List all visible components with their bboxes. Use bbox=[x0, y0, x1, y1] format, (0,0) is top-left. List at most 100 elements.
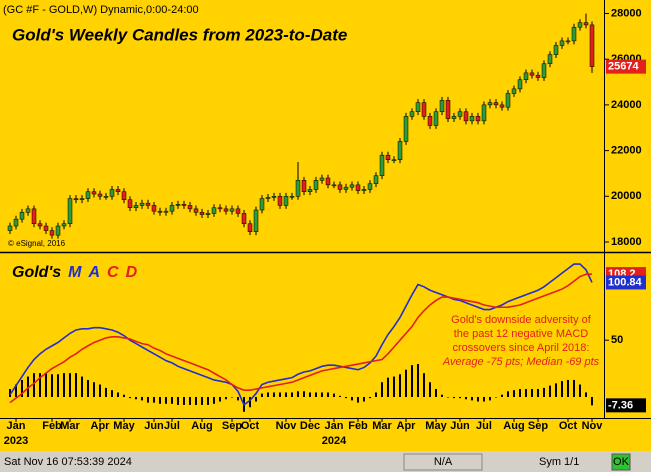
candle-body bbox=[109, 189, 115, 197]
histogram-bar bbox=[327, 392, 329, 397]
x-tick-label: Nov bbox=[276, 420, 298, 432]
candle-body bbox=[529, 72, 535, 76]
histogram-bar bbox=[147, 396, 149, 403]
x-tick-label: Oct bbox=[241, 420, 260, 432]
histogram-bar bbox=[249, 396, 251, 408]
candle-body bbox=[241, 213, 247, 224]
chart-title: Gold's Weekly Candles from 2023-to-Date bbox=[12, 25, 347, 44]
histogram-bar bbox=[525, 389, 527, 397]
histogram-bar bbox=[507, 391, 509, 397]
histogram-bar bbox=[549, 385, 551, 397]
candle-body bbox=[475, 116, 481, 122]
histogram-bar bbox=[267, 392, 269, 397]
x-tick-label: Sep bbox=[222, 420, 242, 432]
histogram-bar bbox=[321, 392, 323, 397]
histogram-bar bbox=[381, 382, 383, 397]
histogram-bar bbox=[135, 396, 137, 400]
candle-body bbox=[445, 100, 451, 119]
histogram-bar bbox=[471, 396, 473, 401]
histogram-bar bbox=[27, 376, 29, 397]
candle-body bbox=[91, 191, 97, 195]
candle-body bbox=[127, 199, 133, 208]
histogram-bar bbox=[387, 377, 389, 397]
x-tick-label: Jun bbox=[144, 420, 164, 432]
status-ok-box bbox=[611, 453, 631, 471]
candle-body bbox=[7, 225, 13, 231]
candle-body bbox=[553, 45, 559, 55]
y-tick-label: 24000 bbox=[611, 99, 642, 111]
x-tick-label: Sep bbox=[528, 420, 548, 432]
candle-body bbox=[487, 102, 493, 106]
histogram-bar bbox=[261, 393, 263, 397]
histogram-bar bbox=[195, 396, 197, 405]
x-tick-label: Jul bbox=[476, 420, 492, 432]
histogram-bar bbox=[429, 382, 431, 397]
candle-body bbox=[49, 230, 55, 236]
x-tick-label: Mar bbox=[372, 420, 392, 432]
candle-body bbox=[571, 26, 577, 42]
histogram-bar bbox=[441, 394, 443, 397]
candle-body bbox=[211, 207, 217, 214]
candle-body bbox=[385, 154, 391, 160]
histogram-bar bbox=[531, 389, 533, 397]
y-tick-label: 28000 bbox=[611, 7, 642, 19]
candle-body bbox=[85, 191, 91, 199]
candle-body bbox=[421, 102, 427, 117]
candle-body bbox=[19, 212, 25, 220]
histogram-bar bbox=[435, 389, 437, 397]
candle-body bbox=[55, 225, 61, 236]
candle-body bbox=[307, 189, 313, 192]
histogram-bar bbox=[81, 376, 83, 397]
candle-body bbox=[577, 22, 583, 28]
candle-body bbox=[79, 198, 85, 200]
candle-body bbox=[373, 175, 379, 184]
histogram-bar bbox=[111, 390, 113, 397]
status-bar bbox=[0, 451, 651, 472]
candle-body bbox=[229, 208, 235, 212]
candle-body bbox=[409, 111, 415, 117]
candle-body bbox=[337, 184, 343, 190]
last-price-label: 25674 bbox=[608, 61, 639, 73]
candle-body bbox=[205, 213, 211, 215]
candle-body bbox=[31, 208, 37, 224]
histogram-bar bbox=[309, 392, 311, 397]
histogram-bar bbox=[411, 365, 413, 397]
histogram-bar bbox=[57, 374, 59, 397]
histogram-bar bbox=[213, 396, 215, 404]
histogram-bar bbox=[171, 396, 173, 404]
histogram-bar bbox=[69, 373, 71, 397]
histogram-bar bbox=[315, 392, 317, 397]
y-tick-label: 50 bbox=[611, 334, 623, 346]
histogram-bar bbox=[375, 392, 377, 397]
candle-body bbox=[301, 180, 307, 192]
candle-body bbox=[295, 180, 301, 197]
candle-body bbox=[283, 196, 289, 206]
candle-body bbox=[517, 79, 523, 90]
candle-body bbox=[355, 184, 361, 191]
histogram-bar bbox=[303, 391, 305, 397]
histogram-bar bbox=[93, 382, 95, 397]
candle-body bbox=[175, 204, 181, 206]
candle-body bbox=[367, 183, 373, 190]
x-tick-label: May bbox=[113, 420, 135, 432]
histogram-bar bbox=[579, 384, 581, 397]
histogram-bar bbox=[33, 373, 35, 397]
macd-title-part: Gold's bbox=[12, 264, 61, 281]
candle-body bbox=[451, 116, 457, 119]
histogram-bar bbox=[339, 395, 341, 397]
candle-body bbox=[415, 102, 421, 112]
candle-body bbox=[523, 72, 529, 81]
candle-body bbox=[511, 88, 517, 94]
last-value-box bbox=[606, 275, 646, 290]
x-tick-label: Jan bbox=[7, 420, 26, 432]
candle-body bbox=[493, 102, 499, 106]
histogram-bar bbox=[495, 396, 497, 398]
candle-body bbox=[379, 154, 385, 176]
y-tick-label: 22000 bbox=[611, 145, 642, 157]
candle-body bbox=[25, 208, 31, 213]
candle-body bbox=[235, 208, 241, 214]
candle-body bbox=[397, 141, 403, 160]
histogram-bar bbox=[453, 396, 455, 399]
candle-body bbox=[163, 210, 169, 213]
